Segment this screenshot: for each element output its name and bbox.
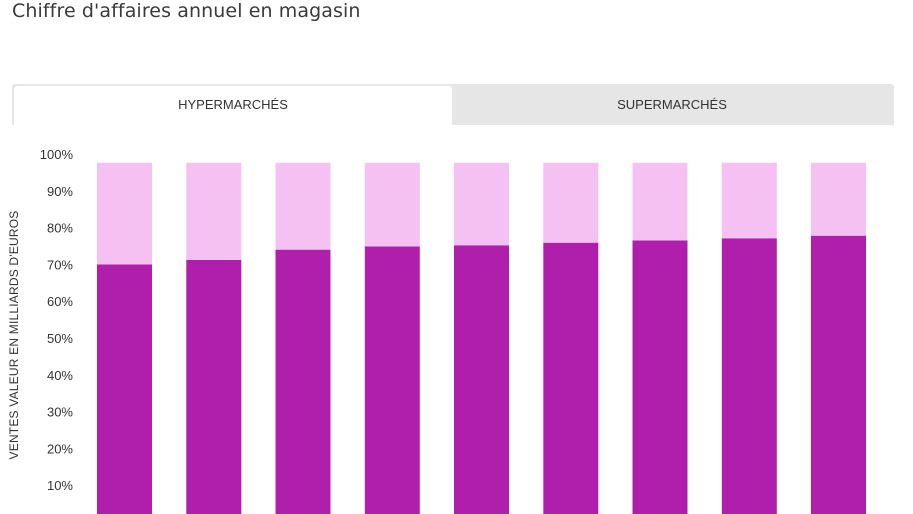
y-tick-label: 40% xyxy=(47,368,73,383)
y-tick-label: 30% xyxy=(47,405,73,420)
stacked-bar-chart: 10% 20% 30% 40% 50% 60% 70% 80% 90% 100% xyxy=(40,147,866,514)
bar-segment-secondary[interactable] xyxy=(97,162,152,265)
tab-supermarches[interactable]: SUPERMARCHÉS xyxy=(617,97,727,112)
bar-segment-secondary[interactable] xyxy=(811,162,866,236)
bar-segment-primary[interactable] xyxy=(275,249,331,514)
tab-bar: HYPERMARCHÉS SUPERMARCHÉS xyxy=(12,84,894,125)
y-tick-label: 70% xyxy=(47,257,73,272)
y-tick-label: 50% xyxy=(47,331,73,346)
bar-segment-secondary[interactable] xyxy=(454,162,509,246)
bars xyxy=(97,162,866,514)
y-tick-label: 10% xyxy=(47,478,73,493)
y-tick-label: 90% xyxy=(47,184,73,199)
tab-hypermarches[interactable]: HYPERMARCHÉS xyxy=(14,86,452,125)
bar-segment-secondary[interactable] xyxy=(275,162,331,250)
bar-segment-secondary[interactable] xyxy=(721,162,777,239)
bar-segment-primary[interactable] xyxy=(811,235,866,514)
y-tick-label: 60% xyxy=(47,294,73,309)
y-tick-label: 20% xyxy=(47,441,73,456)
bar-segment-primary[interactable] xyxy=(632,240,688,514)
chart-area: VENTES VALEUR EN MILLIARDS D'EUROS 10% 20… xyxy=(0,130,913,514)
y-tick-label: 100% xyxy=(40,147,74,162)
bar-segment-primary[interactable] xyxy=(186,260,242,514)
bar-segment-primary[interactable] xyxy=(454,245,509,514)
bar-segment-primary[interactable] xyxy=(721,238,777,514)
y-tick-label: 80% xyxy=(47,221,73,236)
page-title: Chiffre d'affaires annuel en magasin xyxy=(12,0,361,22)
bar-segment-secondary[interactable] xyxy=(364,162,420,247)
bar-segment-secondary[interactable] xyxy=(632,162,688,241)
y-axis-ticks: 10% 20% 30% 40% 50% 60% 70% 80% 90% 100% xyxy=(40,147,74,493)
bar-segment-secondary[interactable] xyxy=(543,162,599,243)
bar-segment-primary[interactable] xyxy=(364,246,420,514)
bar-segment-secondary[interactable] xyxy=(186,162,242,260)
bar-segment-primary[interactable] xyxy=(97,264,152,514)
bar-segment-primary[interactable] xyxy=(543,242,599,514)
